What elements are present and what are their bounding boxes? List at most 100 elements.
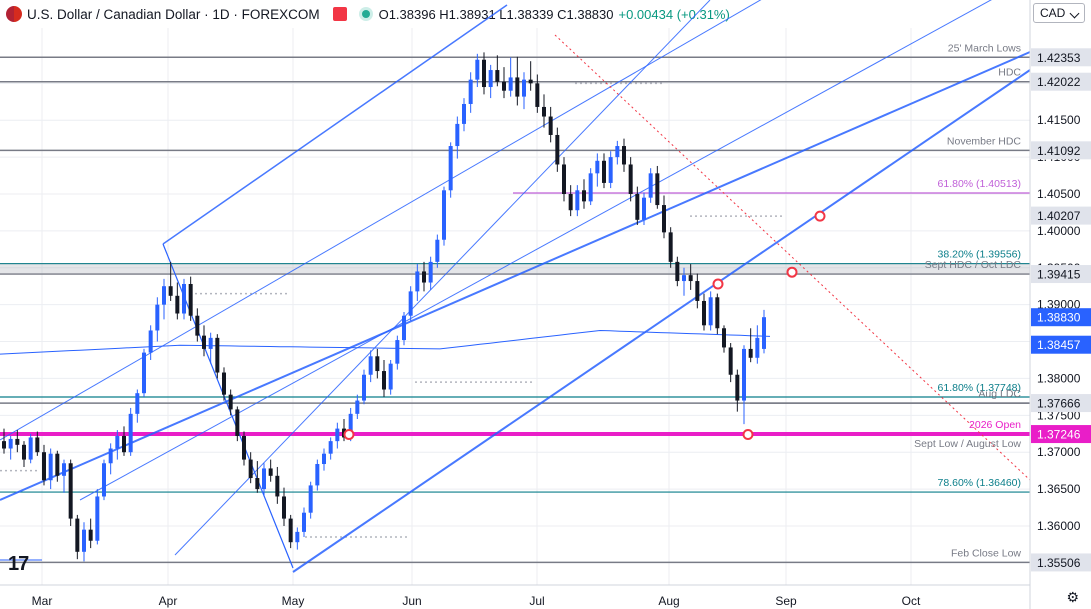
candle-body: [295, 531, 300, 543]
circle-markers: [343, 210, 826, 440]
candle-body: [468, 79, 473, 104]
candle-body: [622, 146, 626, 165]
level-label: Aug LDC: [978, 388, 1021, 400]
candle-body: [735, 374, 740, 401]
candle-body: [642, 197, 646, 220]
market-status-icon: [361, 10, 370, 18]
level-label: 38.20% (1.39556): [938, 249, 1021, 261]
candle-body: [182, 283, 186, 314]
price-axis[interactable]: 1.360001.365001.370001.375001.380001.385…: [1029, 0, 1091, 609]
price-tag: [1031, 141, 1091, 160]
candle-body: [368, 356, 373, 375]
candle-body: [102, 463, 106, 497]
candle-body: [662, 205, 666, 233]
gear-icon[interactable]: ⚙: [1066, 589, 1079, 605]
candle-body: [35, 437, 40, 453]
candle-body: [682, 275, 686, 282]
candle-body: [248, 459, 253, 479]
month-label: Jul: [529, 594, 544, 608]
candle-body: [42, 452, 46, 481]
candle-body: [602, 160, 606, 183]
candle-body: [615, 146, 620, 158]
time-axis[interactable]: Mar Apr May Jun Jul Aug Sep Oct: [0, 584, 1030, 608]
price-levels: [0, 56, 1030, 564]
candle-body: [635, 193, 640, 220]
price-tag-label: 1.42353: [1037, 51, 1081, 65]
symbol-header: U.S. Dollar / Canadian Dollar · 1D · FOR…: [0, 0, 1030, 28]
candle-body: [142, 352, 146, 394]
price-tag: [1031, 553, 1091, 572]
month-label: Sep: [775, 594, 797, 608]
candle-body: [242, 435, 246, 460]
month-label: May: [282, 594, 305, 608]
candle-body: [188, 283, 193, 316]
candle-body: [628, 164, 633, 194]
candle-body: [362, 374, 366, 401]
month-label: Oct: [902, 594, 921, 608]
price-tag-label: 1.37666: [1037, 397, 1081, 411]
price-tick-label: 1.39000: [1037, 298, 1081, 312]
circle-marker: [343, 428, 355, 440]
candle-body: [148, 330, 153, 353]
candle-body: [755, 337, 760, 358]
candle-body: [375, 356, 380, 372]
price-tick-label: 1.38000: [1037, 371, 1081, 385]
candle-body: [695, 281, 700, 301]
candle-body: [535, 83, 540, 107]
level-label: 78.60% (1.36460): [938, 477, 1021, 489]
candle-body: [2, 441, 6, 449]
level-label: 61.80% (1.37748): [938, 382, 1021, 394]
candle-body: [688, 275, 693, 282]
symbol-title[interactable]: U.S. Dollar / Canadian Dollar · 1D · FOR…: [27, 6, 320, 22]
candle-body: [228, 394, 233, 410]
flag-icon: [6, 6, 22, 22]
moving-average: [0, 329, 771, 355]
candle-body: [275, 475, 280, 497]
candle-body: [508, 77, 513, 91]
candle-body: [495, 70, 500, 82]
price-tag: [1031, 308, 1091, 327]
candle-body: [128, 413, 133, 453]
tradingview-logo-icon[interactable]: 17: [8, 553, 29, 575]
candle-body: [288, 518, 293, 543]
circle-marker: [712, 278, 724, 290]
currency-label: CAD: [1040, 6, 1066, 20]
level-label: 61.80% (1.40513): [938, 178, 1021, 190]
candle-body: [22, 444, 26, 460]
candle-body: [388, 363, 393, 390]
candle-body: [428, 261, 433, 283]
price-tag: [1031, 265, 1091, 284]
level-label: 25' March Lows: [948, 42, 1021, 54]
candle-body: [262, 468, 266, 490]
dotted-trendline: [554, 34, 1031, 481]
candle-body: [62, 463, 66, 476]
candle-body: [762, 317, 766, 349]
candle-body: [315, 464, 320, 486]
candles: [2, 52, 766, 562]
currency-selector[interactable]: CAD: [1033, 3, 1085, 23]
month-label: Apr: [159, 594, 178, 608]
candle-body: [255, 478, 260, 490]
candle-body: [328, 441, 333, 454]
channel-line: [292, 69, 1031, 573]
candle-body: [522, 79, 526, 97]
candle-body: [515, 77, 520, 97]
flag-marker-icon[interactable]: [332, 7, 347, 21]
price-tick-label: 1.37000: [1037, 445, 1081, 459]
channel-line: [0, 51, 1031, 501]
candle-body: [488, 70, 493, 88]
candle-body: [202, 335, 206, 349]
month-label: Aug: [658, 594, 679, 608]
candle-body: [355, 400, 360, 414]
candle-body: [588, 173, 593, 202]
candle-body: [75, 518, 80, 552]
price-tick-label: 1.36000: [1037, 519, 1081, 533]
level-label: Sept HDC / Oct LDC: [925, 259, 1022, 271]
price-tag: [1031, 335, 1091, 354]
price-tag-label: 1.40207: [1037, 209, 1081, 223]
circle-marker: [786, 266, 798, 278]
candle-body: [582, 190, 586, 202]
level-label: Feb Close Low: [951, 547, 1021, 559]
